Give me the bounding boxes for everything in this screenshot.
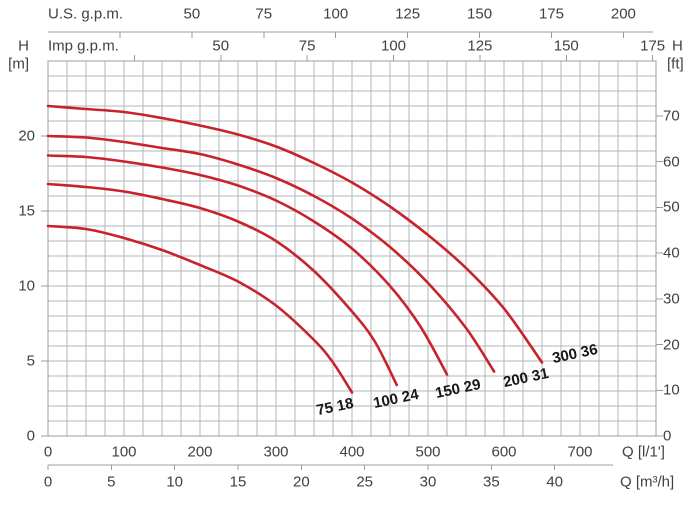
head-ft-tick-label: 20: [663, 336, 680, 354]
flow-lmin-tick-label: 200: [187, 443, 213, 461]
head-ft-tick-label: 0: [663, 427, 672, 445]
us-gpm-tick-label: 150: [467, 5, 493, 23]
imp-gpm-tick-label: 175: [640, 37, 666, 55]
left-axis-title-h: H: [18, 37, 29, 55]
flow-m3h-tick-label: 10: [166, 473, 183, 491]
head-m-tick-label: 5: [26, 352, 35, 370]
flow-m3h-tick-label: 15: [229, 473, 247, 491]
flow-lmin-tick-label: 300: [263, 443, 289, 461]
imp-gpm-tick-label: 75: [298, 37, 316, 55]
pump-curve-0: [46, 224, 354, 394]
imp-gpm-tick-label: 150: [553, 37, 579, 55]
us-gpm-tick-label: 100: [323, 5, 349, 23]
flow-m3h-tick-label: 30: [419, 473, 437, 491]
pump-curve-4: [46, 104, 544, 364]
flow-axis-title-m3-per-h: Q [m³/h]: [620, 473, 675, 491]
left-axis-unit-m: [m]: [8, 55, 29, 73]
head-ft-tick-label: 70: [663, 107, 680, 125]
us-gpm-tick-label: 125: [395, 5, 421, 23]
head-ft-tick-label: 60: [663, 153, 680, 171]
imp-gpm-tick-label: 50: [212, 37, 230, 55]
flow-axis-title-l-per-min: Q [l/1']: [622, 443, 665, 461]
head-ft-tick-label: 10: [663, 381, 680, 399]
head-m-tick-label: 20: [18, 127, 35, 145]
head-m-tick-label: 10: [18, 277, 35, 295]
flow-lmin-tick-label: 0: [43, 443, 53, 461]
right-axis-unit-ft: [ft]: [667, 55, 684, 73]
head-ft-tick-label: 50: [663, 198, 680, 216]
pump-curve-3: [46, 134, 496, 373]
head-m-tick-label: 0: [26, 427, 35, 445]
flow-m3h-tick-label: 35: [482, 473, 500, 491]
head-m-tick-label: 15: [18, 202, 35, 220]
us-gpm-tick-label: 200: [610, 5, 636, 23]
pump-curve-1: [46, 182, 399, 387]
imp-gpm-axis-title: Imp g.p.m.: [48, 37, 119, 55]
head-ft-tick-label: 40: [663, 244, 680, 262]
flow-m3h-tick-label: 25: [356, 473, 373, 491]
us-gpm-tick-label: 175: [538, 5, 564, 23]
flow-lmin-tick-label: 700: [567, 443, 593, 461]
flow-m3h-tick-label: 5: [107, 473, 116, 491]
flow-lmin-tick-label: 500: [415, 443, 441, 461]
flow-m3h-tick-label: 20: [292, 473, 310, 491]
flow-m3h-tick-label: 0: [43, 473, 53, 491]
pump-curve-2: [46, 154, 449, 376]
flow-m3h-tick-label: 40: [546, 473, 563, 491]
us-gpm-tick-label: 50: [183, 5, 201, 23]
flow-lmin-tick-label: 400: [339, 443, 365, 461]
right-axis-title-h: H: [672, 37, 683, 55]
head-ft-tick-label: 30: [663, 290, 680, 308]
us-gpm-axis-title: U.S. g.p.m.: [48, 5, 124, 23]
us-gpm-tick-label: 75: [255, 5, 273, 23]
imp-gpm-tick-label: 100: [380, 37, 407, 55]
flow-lmin-tick-label: 600: [491, 443, 517, 461]
imp-gpm-tick-label: 125: [467, 37, 493, 55]
flow-lmin-tick-label: 100: [111, 443, 137, 461]
